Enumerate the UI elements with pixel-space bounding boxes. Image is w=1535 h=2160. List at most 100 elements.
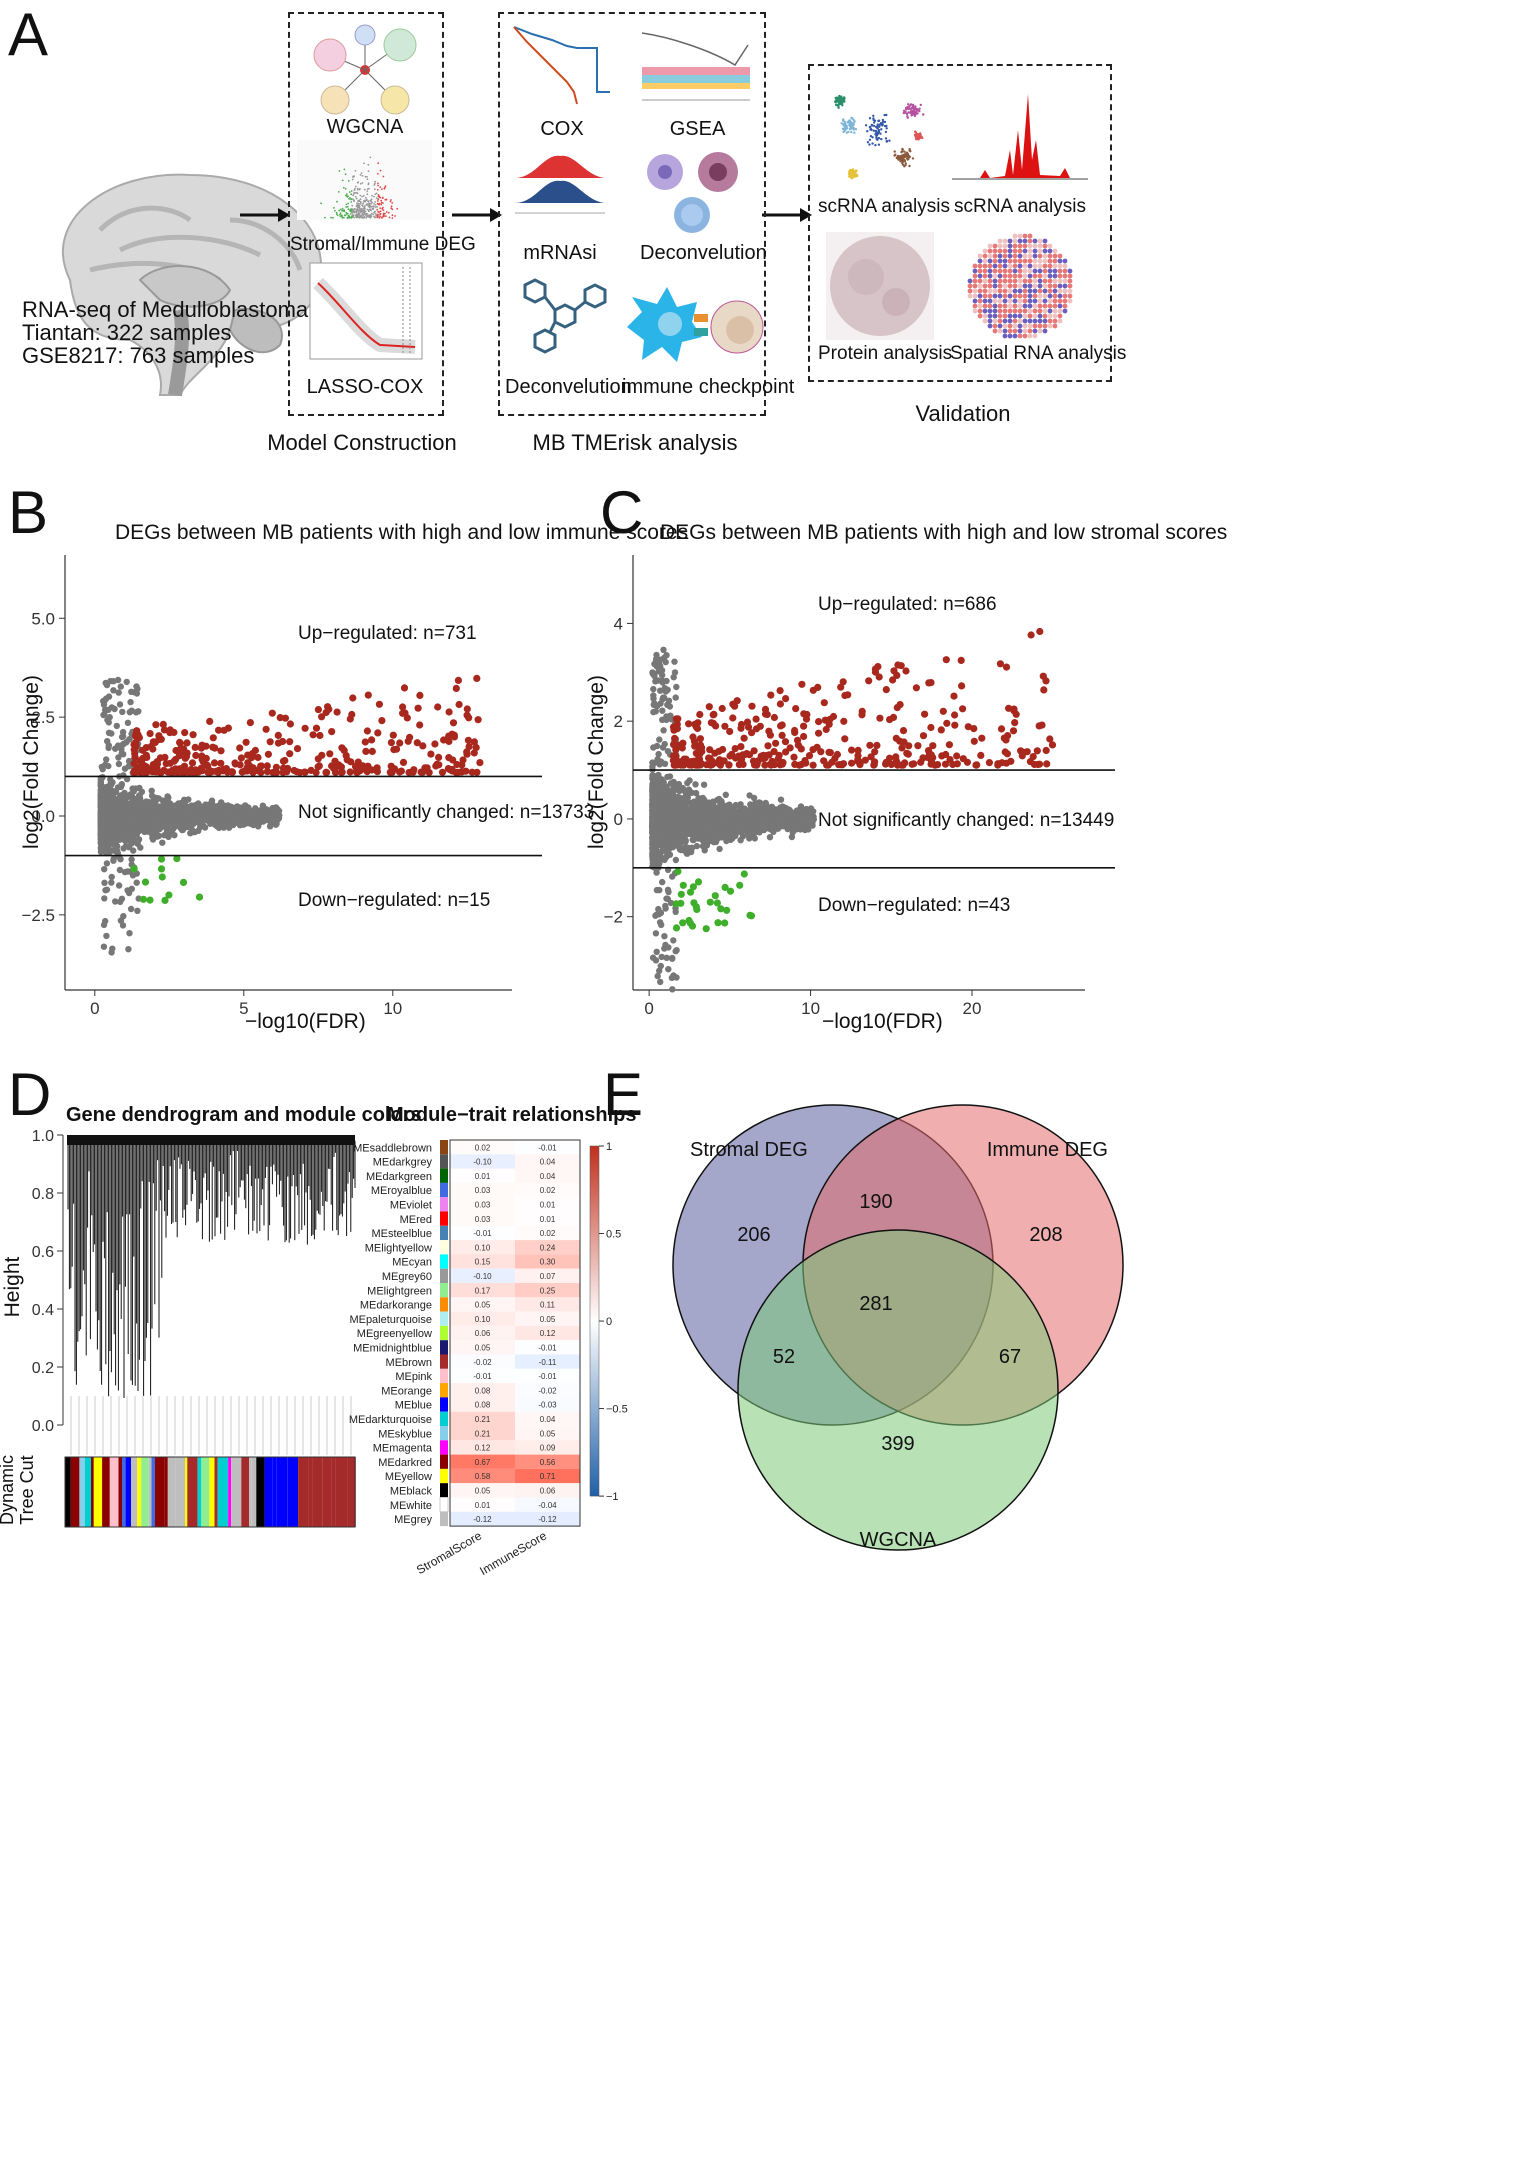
heatmap-cell xyxy=(450,1283,515,1298)
module-label: MEdarkgreen xyxy=(366,1171,432,1183)
chart-c-ns-points xyxy=(649,646,817,993)
model-construction-box xyxy=(288,12,444,416)
tme-risk-caption: MB TMErisk analysis xyxy=(532,430,738,455)
module-label: MEroyalblue xyxy=(371,1185,432,1197)
colorbar-tick: 0.5 xyxy=(606,1229,621,1241)
spatial-rna-thumb xyxy=(967,233,1073,339)
protein-label: Protein analysis xyxy=(818,343,953,364)
module-label: MEviolet xyxy=(390,1200,432,1212)
module-label: MEdarkgrey xyxy=(373,1157,433,1169)
module-swatch xyxy=(440,1483,448,1498)
module-label: MEblack xyxy=(390,1486,433,1498)
heatmap-title: Module−trait relationships xyxy=(387,1104,637,1126)
heatmap-cell-value: -0.02 xyxy=(538,1386,557,1395)
lasso-label: LASSO-COX xyxy=(306,376,424,398)
chart-b-down-points xyxy=(130,855,204,904)
dendrogram-ytick: 0.8 xyxy=(32,1186,54,1203)
heatmap-cell-value: -0.12 xyxy=(538,1515,557,1524)
venn-count-all: 281 xyxy=(859,1293,892,1315)
scrna-label-2: scRNA analysis xyxy=(954,196,1086,217)
cox-km-thumb xyxy=(513,26,610,105)
venn-circle-3 xyxy=(737,1229,1059,1551)
heatmap-cell xyxy=(515,1225,580,1241)
module-trait-heatmap: MEsaddlebrown 0.02 -0.01 MEdarkgrey -0.10 0.0… xyxy=(349,1139,628,1578)
heatmap-cell-value: 0.11 xyxy=(540,1301,556,1310)
deg-label: Stromal/Immune DEG xyxy=(290,234,476,255)
heatmap-cell-value: 0.12 xyxy=(540,1329,556,1338)
protein-ihc-thumb xyxy=(826,232,934,340)
module-swatch xyxy=(440,1426,448,1441)
heatmap-cell xyxy=(515,1211,580,1226)
heatmap-cell-value: 0.67 xyxy=(475,1458,491,1467)
heatmap-cell xyxy=(515,1497,580,1512)
heatmap-cell xyxy=(450,1483,515,1498)
chart-c-ytick: 2 xyxy=(614,712,623,731)
heatmap-cell xyxy=(450,1297,515,1312)
heatmap-cell-value: 0.09 xyxy=(540,1444,556,1453)
heatmap-cell xyxy=(515,1397,580,1412)
arrow-to-validation xyxy=(762,208,812,222)
module-swatch xyxy=(440,1140,448,1155)
heatmap-cell-value: 0.21 xyxy=(475,1415,491,1424)
dendrogram-ytick: 0.2 xyxy=(32,1360,54,1377)
heatmap-cell xyxy=(515,1283,580,1298)
module-swatch xyxy=(440,1468,448,1484)
molecule-thumb xyxy=(523,278,607,354)
heatmap-cell-value: 0.06 xyxy=(540,1487,556,1496)
heatmap-cell-value: -0.10 xyxy=(473,1158,492,1167)
dendrogram-ytick: 1.0 xyxy=(32,1128,54,1145)
chart-b-xtick: 10 xyxy=(383,999,402,1018)
venn-count-immune_wgcna: 67 xyxy=(999,1346,1021,1368)
heatmap-cell-value: 0.04 xyxy=(540,1172,556,1181)
chart-c-title: DEGs between MB patients with high and l… xyxy=(660,521,1228,544)
heatmap-cell xyxy=(450,1254,515,1269)
colorbar-tick: −0.5 xyxy=(606,1404,628,1416)
module-swatch xyxy=(440,1454,448,1469)
spatial-label: Spatial RNA analysis xyxy=(950,343,1127,364)
module-swatch xyxy=(440,1440,448,1455)
heatmap-cell xyxy=(450,1426,515,1441)
heatmap-cell xyxy=(450,1454,515,1469)
heatmap-cell xyxy=(450,1468,515,1484)
heatmap-cell xyxy=(450,1182,515,1198)
chart-b-title: DEGs between MB patients with high and l… xyxy=(115,521,689,544)
chart-c-ytick: 4 xyxy=(614,614,623,633)
heatmap-cell xyxy=(450,1411,515,1426)
chart-c-xlabel: −log10(FDR) xyxy=(822,1010,943,1033)
venn-count-stromal_only: 206 xyxy=(737,1224,770,1246)
chart-c-ytick: 0 xyxy=(614,810,623,829)
chart-b-up-annotation: Up−regulated: n=731 xyxy=(298,623,477,644)
heatmap-cell-value: -0.12 xyxy=(473,1515,492,1524)
dendrogram-ytick: 0.6 xyxy=(32,1244,54,1261)
chart-b-up-points xyxy=(130,674,484,777)
dendrogram-ytick: 0.0 xyxy=(32,1418,54,1435)
panel-letter-d: D xyxy=(8,1061,52,1128)
heatmap-cell-value: 0.21 xyxy=(475,1429,491,1438)
colorbar-tick: 1 xyxy=(606,1141,612,1153)
rna-seq-title: RNA-seq of Medulloblastoma: xyxy=(22,297,315,322)
heatmap-cell-value: 0.01 xyxy=(475,1501,491,1510)
tree-cut-label: Dynamic Tree Cut xyxy=(0,1445,37,1535)
wgcna-network-thumb xyxy=(313,24,417,115)
module-swatch xyxy=(440,1182,448,1198)
venn-count-stromal_wgcna: 52 xyxy=(773,1346,795,1368)
chart-b-ns-points xyxy=(97,676,283,956)
module-swatch xyxy=(440,1340,448,1355)
heatmap-cell xyxy=(450,1354,515,1369)
module-label: MEsaddlebrown xyxy=(353,1142,432,1154)
heatmap-cell-value: 0.01 xyxy=(540,1215,556,1224)
deconvolution-label-1: Deconvelution xyxy=(640,242,767,264)
heatmap-cell xyxy=(515,1182,580,1198)
panel-letter-e: E xyxy=(603,1061,644,1128)
model-construction-caption: Model Construction xyxy=(267,430,457,455)
chart-b: −2.5 0.0 2.5 5.0 0 5 10 xyxy=(21,555,542,1018)
module-swatch xyxy=(440,1211,448,1226)
chart-c-down-annotation: Down−regulated: n=43 xyxy=(818,895,1011,916)
module-swatch xyxy=(440,1154,448,1169)
scrna-peaks-thumb xyxy=(952,94,1088,180)
chart-c-xtick: 0 xyxy=(644,999,653,1018)
heatmap-cell xyxy=(450,1268,515,1283)
chart-b-ytick: 2.5 xyxy=(31,708,55,727)
heatmap-cell xyxy=(515,1325,580,1341)
heatmap-cell xyxy=(515,1440,580,1455)
